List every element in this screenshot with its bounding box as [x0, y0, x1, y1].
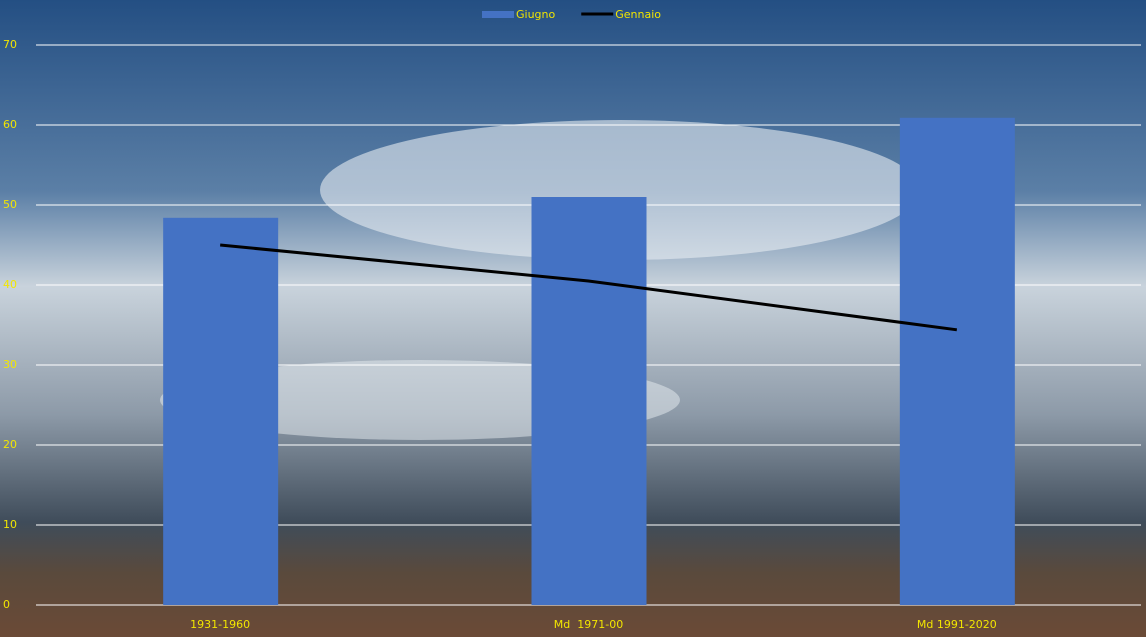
y-tick-label: 0: [3, 598, 10, 611]
y-tick-label: 20: [3, 438, 17, 451]
bar: [532, 197, 647, 605]
legend-swatch: [482, 11, 514, 18]
bar: [900, 118, 1015, 605]
x-tick-label: 1931-1960: [190, 618, 250, 631]
legend-label: Giugno: [516, 8, 556, 21]
page: 0 10 20 30 40 50 60 70 1931-1960 Md 1971-00 Md 199…: [0, 0, 1146, 637]
legend-label: Gennaio: [615, 8, 661, 21]
y-tick-label: 30: [3, 358, 17, 371]
chart: 0 10 20 30 40 50 60 70 1931-1960 Md 1971-00 Md 199…: [0, 0, 1146, 637]
y-tick-label: 60: [3, 118, 17, 131]
y-tick-label: 50: [3, 198, 17, 211]
y-tick-label: 40: [3, 278, 17, 291]
bar: [163, 218, 278, 605]
y-tick-label: 10: [3, 518, 17, 531]
x-tick-label: Md 1991-2020: [917, 618, 997, 631]
x-tick-label: Md 1971-00: [554, 618, 623, 631]
y-tick-label: 70: [3, 38, 17, 51]
